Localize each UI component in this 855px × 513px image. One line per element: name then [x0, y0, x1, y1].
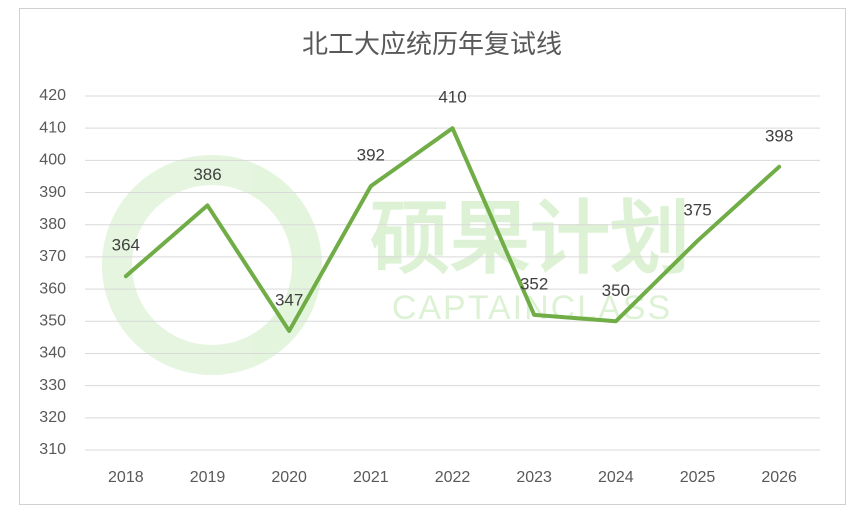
watermark-title: 硕果计划: [370, 194, 690, 283]
y-tick-label: 370: [39, 248, 66, 265]
y-tick-label: 310: [39, 441, 66, 458]
data-label: 410: [438, 88, 466, 107]
y-tick-label: 410: [39, 119, 66, 136]
data-label: 392: [357, 146, 385, 165]
x-tick-label: 2025: [680, 469, 716, 486]
y-tick-label: 330: [39, 377, 66, 394]
data-label: 386: [193, 165, 221, 184]
x-tick-label: 2022: [435, 469, 471, 486]
data-label: 347: [275, 290, 303, 309]
data-label: 398: [765, 126, 793, 145]
y-tick-label: 420: [39, 87, 66, 104]
data-label: 352: [520, 274, 548, 293]
data-label: 350: [602, 281, 630, 300]
y-tick-label: 340: [39, 345, 66, 362]
y-tick-label: 400: [39, 152, 66, 169]
y-tick-label: 380: [39, 216, 66, 233]
x-tick-label: 2024: [598, 469, 634, 486]
watermark-logo: [102, 155, 322, 375]
y-tick-label: 390: [39, 184, 66, 201]
x-tick-label: 2026: [761, 469, 797, 486]
x-tick-label: 2018: [108, 469, 144, 486]
data-label: 375: [683, 200, 711, 219]
data-label: 364: [112, 236, 140, 255]
y-tick-label: 360: [39, 280, 66, 297]
y-tick-label: 320: [39, 409, 66, 426]
x-tick-label: 2019: [190, 469, 226, 486]
x-tick-label: 2023: [516, 469, 552, 486]
chart-title: 北工大应统历年复试线: [302, 29, 562, 59]
x-tick-label: 2021: [353, 469, 389, 486]
y-tick-label: 350: [39, 312, 66, 329]
data-line: [123, 126, 782, 333]
x-tick-label: 2020: [271, 469, 307, 486]
